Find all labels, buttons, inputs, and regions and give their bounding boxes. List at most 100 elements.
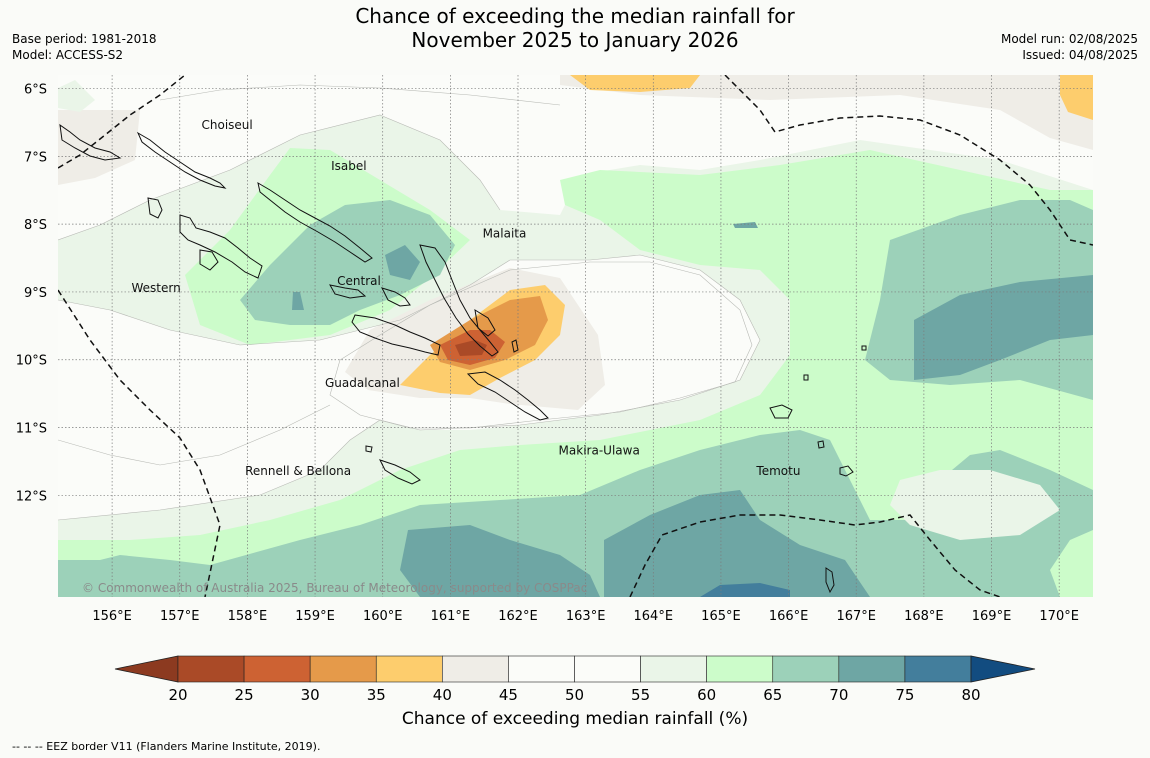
province-label: Guadalcanal — [325, 376, 400, 390]
contour-lines — [58, 84, 761, 521]
zone-55-60 — [890, 470, 1060, 540]
chart-title: Chance of exceeding the median rainfall … — [0, 4, 1150, 52]
lat-label: 8°S — [24, 218, 47, 233]
colorbar-tick-label: 75 — [895, 686, 914, 704]
lon-label: 169°E — [972, 609, 1012, 624]
zone-20-25 — [455, 340, 487, 356]
lon-label: 164°E — [634, 609, 674, 624]
malaita-island — [419, 244, 499, 357]
colorbar-tick-label: 55 — [631, 686, 650, 704]
tikopia — [817, 440, 825, 449]
issued-date: Issued: 04/08/2025 — [1022, 48, 1138, 62]
colorbar-bin — [375, 655, 443, 683]
zone-40-45 — [58, 110, 140, 185]
rennell-island — [379, 459, 421, 485]
colorbar-label: Chance of exceeding median rainfall (%) — [401, 709, 749, 729]
makira-island — [466, 371, 549, 421]
isabel-island — [257, 181, 373, 263]
title-line-1: Chance of exceeding the median rainfall … — [355, 4, 795, 28]
colorbar-over-arrow — [970, 655, 1036, 683]
lat-label: 9°S — [24, 286, 47, 301]
lat-label: 10°S — [16, 354, 47, 369]
province-label: Makira-Ulawa — [559, 444, 640, 458]
lon-label: 160°E — [363, 609, 403, 624]
colorbar-tick-label: 20 — [168, 686, 187, 704]
colorbar-tick-label: 60 — [697, 686, 716, 704]
reef-islands — [803, 374, 809, 381]
latitude-labels: 6°S 7°S 8°S 9°S 10°S 11°S 12°S — [16, 83, 47, 505]
lon-label: 157°E — [160, 609, 200, 624]
rendova — [199, 249, 219, 271]
new-georgia-islands — [179, 214, 263, 279]
zone-35-40 — [570, 75, 700, 92]
lon-label: 170°E — [1039, 609, 1079, 624]
colorbar-bin — [243, 655, 311, 683]
small-island — [861, 345, 867, 351]
colorbar-ticks: 20 25 30 35 40 45 50 55 60 65 70 75 80 — [168, 686, 980, 704]
choiseul-island — [136, 131, 227, 189]
zone-75-80 — [700, 583, 790, 597]
zone-65-70 — [58, 200, 1093, 597]
copyright-text: © Commonwealth of Australia 2025, Bureau… — [82, 581, 587, 595]
province-label: Rennell & Bellona — [245, 464, 351, 478]
savo-russells — [381, 287, 411, 307]
zone-70-75 — [385, 245, 420, 280]
lon-label: 158°E — [228, 609, 268, 624]
zone-70-75 — [733, 222, 758, 228]
graticule — [58, 75, 1093, 597]
province-label: Central — [337, 274, 381, 288]
shortland-islands — [59, 123, 122, 161]
zone-35-40 — [1060, 75, 1093, 120]
eez-footnote: -- -- -- EEZ border V11 (Flanders Marine… — [12, 740, 321, 753]
colorbar-bin — [640, 655, 707, 683]
colorbar-tick-label: 40 — [433, 686, 452, 704]
lon-label: 165°E — [701, 609, 741, 624]
zone-40-45 — [560, 75, 1093, 150]
colorbar — [114, 655, 1036, 683]
nggela-islands — [329, 284, 367, 299]
zone-60-65 — [1050, 530, 1093, 597]
zone-55-60 — [58, 80, 95, 112]
small-malaita — [474, 308, 496, 337]
colorbar-tick-label: 65 — [763, 686, 782, 704]
title-line-2: November 2025 to January 2026 — [411, 28, 739, 52]
lon-label: 167°E — [836, 609, 876, 624]
model-name: Model: ACCESS-S2 — [12, 48, 124, 62]
colorbar-bin — [904, 655, 972, 683]
zone-70-75 — [400, 525, 600, 597]
zone-45-55 — [506, 185, 528, 208]
model-run: Model run: 02/08/2025 — [1000, 32, 1138, 46]
colorbar-tick-label: 35 — [367, 686, 386, 704]
colorbar-tick-label: 70 — [829, 686, 848, 704]
province-label: Isabel — [331, 159, 366, 173]
guadalcanal-island — [351, 314, 441, 356]
colorbar-bin — [772, 655, 840, 683]
zone-70-75 — [604, 490, 870, 597]
lon-label: 156°E — [92, 609, 132, 624]
colorbar-tick-label: 45 — [499, 686, 518, 704]
anuta-vanikoro — [825, 567, 835, 594]
province-labels: Choiseul Isabel Malaita Western Central Guada… — [131, 118, 800, 478]
lat-label: 12°S — [16, 489, 47, 504]
lat-label: 11°S — [16, 422, 47, 437]
lat-label: 7°S — [24, 150, 47, 165]
province-label: Temotu — [755, 464, 800, 478]
colorbar-under-arrow — [114, 655, 179, 683]
province-label: Choiseul — [202, 118, 253, 132]
ulawa-island — [511, 339, 519, 353]
colorbar-bin — [177, 655, 245, 683]
lon-label: 162°E — [498, 609, 538, 624]
colorbar-bin — [508, 655, 575, 683]
province-label: Malaita — [483, 227, 527, 241]
province-label: Western — [131, 281, 180, 295]
zone-70-75 — [292, 292, 304, 310]
lat-label: 6°S — [24, 83, 47, 98]
vella-lavella — [147, 197, 163, 219]
lon-label: 161°E — [431, 609, 471, 624]
colorbar-bin — [838, 655, 906, 683]
lon-label: 168°E — [904, 609, 944, 624]
lon-label: 166°E — [769, 609, 809, 624]
longitude-labels: 156°E 157°E 158°E 159°E 160°E 161°E 162°E 163°E… — [92, 609, 1079, 624]
duff-islands — [839, 465, 854, 477]
